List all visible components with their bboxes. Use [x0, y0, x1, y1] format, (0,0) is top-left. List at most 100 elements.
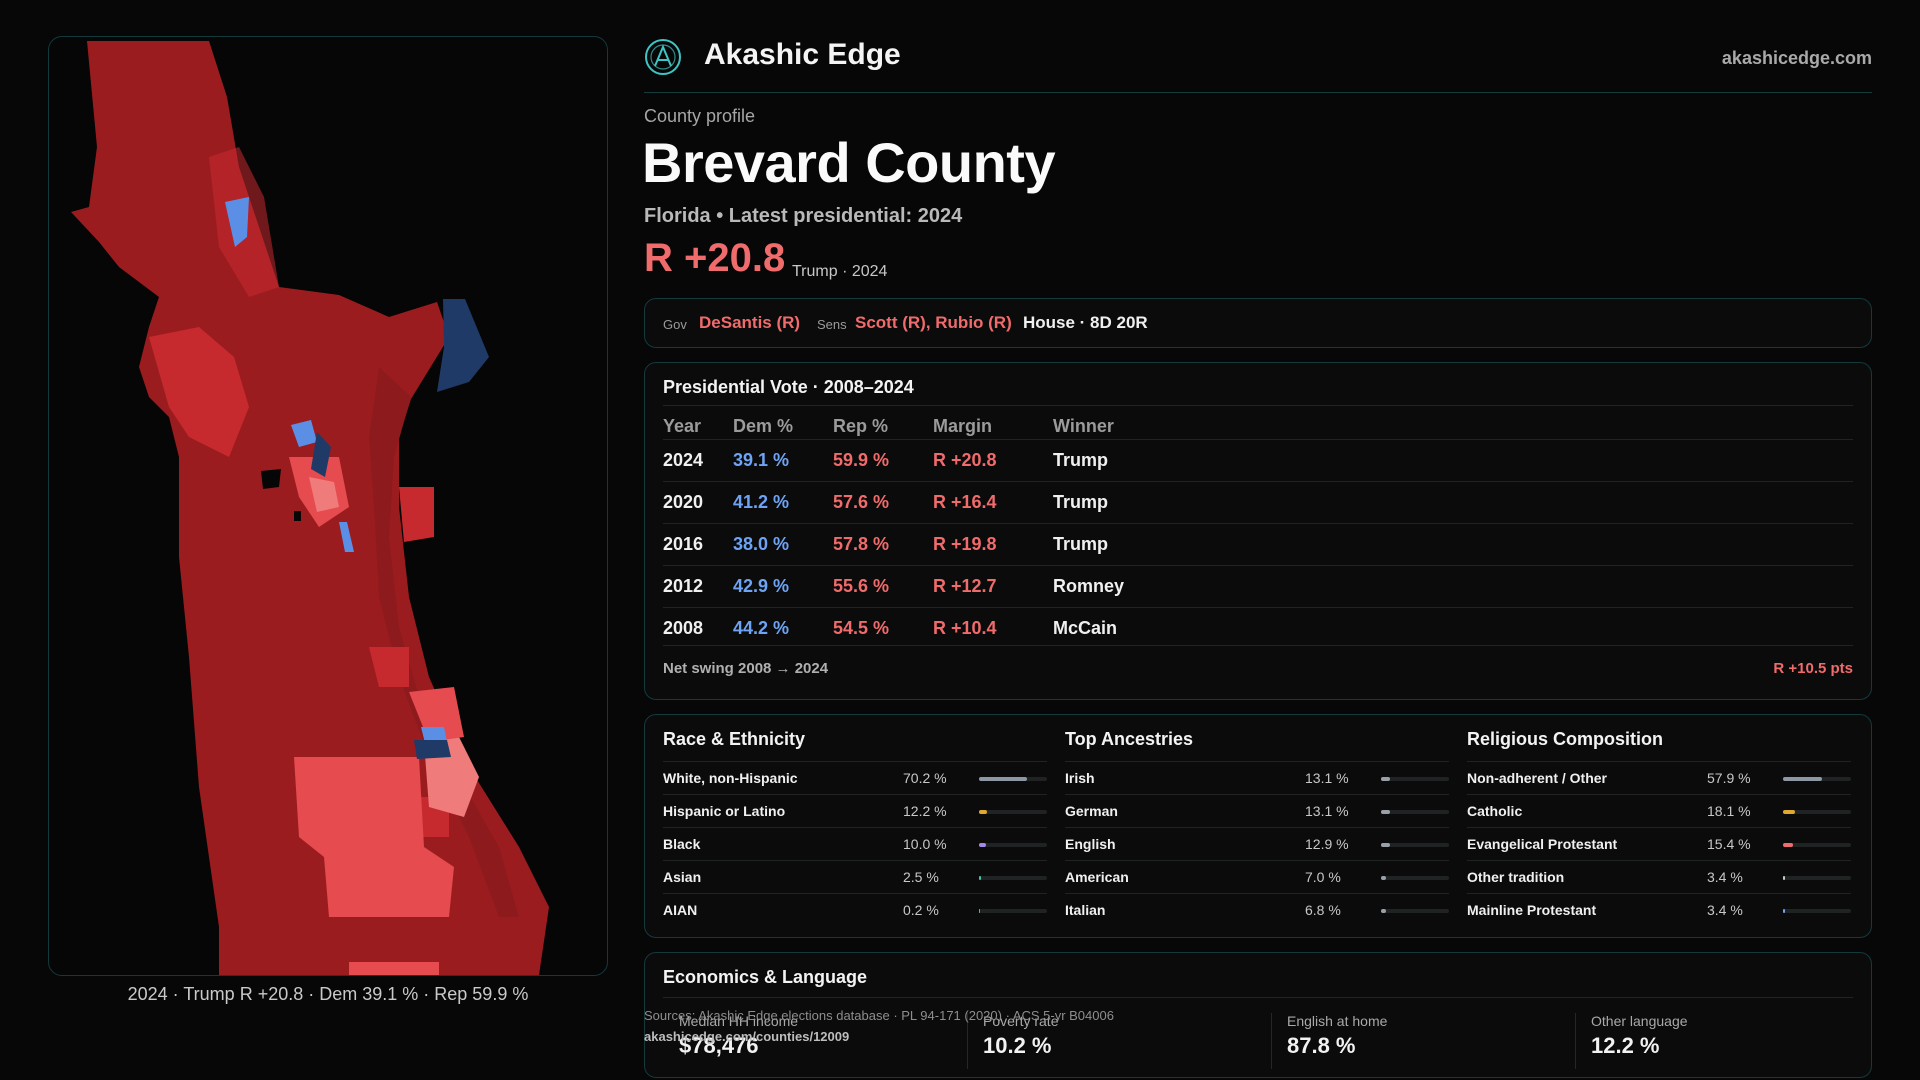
list-item: Italian 6.8 % [1065, 893, 1449, 926]
item-label: American [1065, 869, 1129, 885]
list-item: English 12.9 % [1065, 827, 1449, 860]
column-title: Race & Ethnicity [663, 729, 806, 749]
bar-fill [979, 876, 981, 880]
precinct-cluster [349, 962, 439, 975]
barrier-island [369, 367, 519, 917]
presidential-table: Year Dem % Rep % Margin Winner 2024 39.1… [663, 405, 1853, 649]
stat-value: $78,476 [679, 1033, 759, 1058]
divider [967, 1013, 968, 1069]
cell-winner: McCain [1053, 618, 1118, 638]
sources-text: Sources: Akashic Edge elections database… [644, 1008, 1114, 1023]
item-label: German [1065, 803, 1118, 819]
headline-margin-note: Trump · 2024 [792, 263, 888, 280]
bar-track [1783, 876, 1851, 880]
item-percent: 10.0 % [903, 836, 947, 852]
item-label: Evangelical Protestant [1467, 836, 1618, 852]
cell-margin: R +12.7 [933, 576, 997, 596]
stat-label: Poverty rate [983, 1013, 1059, 1029]
sources-url[interactable]: akashicedge.com/counties/12009 [644, 1029, 850, 1044]
cell-margin: R +10.4 [933, 618, 997, 638]
bar-track [1381, 777, 1449, 781]
list-item: Non-adherent / Other 57.9 % [1467, 761, 1851, 794]
cell-rep: 57.8 % [833, 534, 890, 554]
divider [663, 997, 1853, 998]
bar-track [1381, 810, 1449, 814]
page-kicker: County profile [644, 106, 756, 126]
bar-fill [1381, 909, 1386, 913]
bar-fill [1783, 777, 1823, 781]
precinct-cluster [369, 647, 409, 687]
cell-rep: 55.6 % [833, 576, 890, 596]
list-item: AIAN 0.2 % [663, 893, 1047, 926]
brand-name[interactable]: Akashic Edge [704, 38, 901, 71]
table-row: 2016 38.0 % 57.8 % R +19.8 Trump [663, 523, 1853, 565]
cell-year: 2020 [663, 492, 704, 512]
list-item: German 13.1 % [1065, 794, 1449, 827]
bar-fill [1381, 843, 1390, 847]
race-ethnicity-column: Race & Ethnicity White, non-Hispanic 70.2… [663, 729, 1047, 926]
gov-value: DeSantis (R) [699, 313, 801, 332]
precinct-map[interactable] [49, 37, 607, 975]
cell-rep: 57.6 % [833, 492, 890, 512]
county-map-panel[interactable] [48, 36, 608, 976]
precinct-cluster [409, 687, 464, 742]
item-label: AIAN [663, 902, 698, 918]
net-swing-label: Net swing 2008 → 2024 [663, 660, 829, 677]
bar-fill [1381, 810, 1390, 814]
item-percent: 12.2 % [903, 803, 947, 819]
item-percent: 18.1 % [1707, 803, 1751, 819]
bar-fill [979, 843, 986, 847]
cell-rep: 54.5 % [833, 618, 890, 638]
house-value: House · 8D 20R [1023, 313, 1148, 332]
item-percent: 13.1 % [1305, 770, 1349, 786]
list-item: Black 10.0 % [663, 827, 1047, 860]
item-label: Irish [1065, 770, 1095, 786]
map-caption: 2024 · Trump R +20.8 · Dem 39.1 % · Rep … [127, 984, 529, 1004]
economics-card: Economics & Language Median HH income $7… [644, 952, 1872, 1078]
item-label: Asian [663, 869, 702, 885]
sens-value: Scott (R), Rubio (R) [855, 313, 1012, 332]
stat-label: Median HH income [679, 1013, 799, 1029]
brand-logo-icon[interactable] [644, 38, 682, 76]
page-title: Brevard County [642, 131, 1056, 194]
site-link[interactable]: akashicedge.com [1721, 48, 1872, 68]
table-header-row: Year Dem % Rep % Margin Winner [663, 405, 1853, 439]
religion-column: Religious Composition Non-adherent / Oth… [1467, 729, 1851, 926]
bar-fill [1381, 876, 1386, 880]
list-item: American 7.0 % [1065, 860, 1449, 893]
bar-track [1381, 876, 1449, 880]
table-row: 2012 42.9 % 55.6 % R +12.7 Romney [663, 565, 1853, 607]
item-percent: 13.1 % [1305, 803, 1349, 819]
item-label: Italian [1065, 902, 1106, 918]
header-margin: Margin [933, 416, 993, 436]
item-percent: 0.2 % [903, 902, 939, 918]
header-rep: Rep % [833, 416, 889, 436]
stat-label: English at home [1287, 1013, 1388, 1029]
stat-value: 10.2 % [983, 1033, 1052, 1058]
bar-fill [1381, 777, 1390, 781]
bar-track [1783, 843, 1851, 847]
cell-year: 2008 [663, 618, 704, 638]
demographics-card: Race & Ethnicity White, non-Hispanic 70.2… [644, 714, 1872, 938]
list-item: White, non-Hispanic 70.2 % [663, 761, 1047, 794]
bar-track [1381, 843, 1449, 847]
sens-label: Sens [817, 317, 847, 332]
bar-fill [979, 777, 1027, 781]
stat-value: 12.2 % [1591, 1033, 1660, 1058]
officials-bar: Gov DeSantis (R) Sens Scott (R), Rubio (… [644, 298, 1872, 348]
net-swing-value: R +10.5 pts [1773, 660, 1853, 677]
item-percent: 7.0 % [1305, 869, 1341, 885]
item-percent: 3.4 % [1707, 902, 1743, 918]
item-percent: 12.9 % [1305, 836, 1349, 852]
item-label: Mainline Protestant [1467, 902, 1597, 918]
list-item: Other tradition 3.4 % [1467, 860, 1851, 893]
list-item: Hispanic or Latino 12.2 % [663, 794, 1047, 827]
page-subtitle: Florida • Latest presidential: 2024 [644, 205, 963, 227]
cell-winner: Trump [1053, 492, 1109, 512]
cell-winner: Trump [1053, 450, 1109, 470]
item-label: English [1065, 836, 1116, 852]
precinct-cluster [294, 757, 454, 917]
bar-track [1381, 909, 1449, 913]
ancestries-column: Top Ancestries Irish 13.1 % German 13.1 % … [1065, 729, 1449, 926]
list-item: Mainline Protestant 3.4 % [1467, 893, 1851, 926]
